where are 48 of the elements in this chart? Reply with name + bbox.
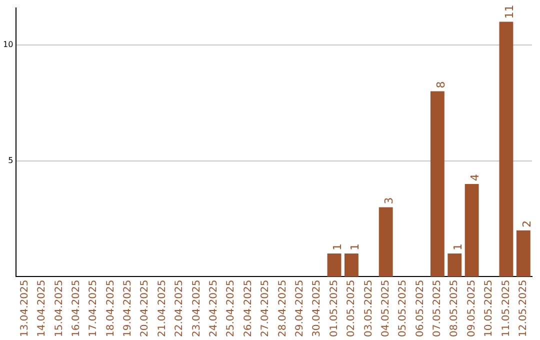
data-label: 1	[331, 244, 344, 251]
x-tick-label: 25.04.2025	[226, 280, 237, 338]
x-tick-label: 10.05.2025	[484, 280, 495, 338]
y-tick-label: 10	[2, 40, 14, 49]
bar	[344, 254, 358, 277]
x-tick-label: 28.04.2025	[277, 280, 288, 338]
x-tick-label: 18.04.2025	[105, 280, 116, 338]
x-tick-label: 01.05.2025	[328, 280, 340, 338]
x-tick-label: 07.05.2025	[432, 280, 444, 338]
x-tick-label: 20.04.2025	[140, 280, 151, 338]
x-tick-label: 21.04.2025	[156, 280, 168, 338]
data-label: 3	[382, 197, 396, 204]
x-tick-label: 05.05.2025	[398, 280, 409, 338]
x-tick-label: 26.04.2025	[242, 280, 254, 338]
x-tick-label: 22.04.2025	[174, 280, 186, 338]
y-tick-label: 5	[8, 156, 14, 165]
data-label: 8	[434, 81, 448, 88]
x-tick-label: 04.05.2025	[380, 280, 392, 338]
x-tick-label: 02.05.2025	[346, 280, 358, 338]
bar	[464, 184, 479, 277]
data-label: 2	[520, 220, 534, 228]
data-label: 1	[451, 244, 464, 251]
x-tick-label: 30.04.2025	[312, 280, 323, 338]
data-label: 11	[503, 4, 516, 19]
x-tick-label: 17.04.2025	[88, 280, 100, 338]
x-tick-label: 08.05.2025	[449, 280, 460, 338]
bar	[327, 254, 342, 277]
x-tick-label: 11.05.2025	[500, 280, 512, 338]
x-tick-label: 09.05.2025	[466, 280, 478, 338]
data-label: 1	[348, 244, 362, 251]
x-tick-label: 15.04.2025	[54, 280, 65, 338]
data-label: 4	[468, 174, 482, 182]
x-tick-label: 29.04.2025	[294, 280, 306, 338]
x-tick-label: 16.04.2025	[70, 280, 82, 338]
x-tick-label: 19.04.2025	[122, 280, 134, 338]
x-tick-label: 06.05.2025	[414, 280, 426, 338]
x-tick-label: 13.04.2025	[19, 280, 30, 338]
x-tick-label: 14.04.2025	[36, 280, 48, 338]
bar	[516, 230, 530, 277]
x-tick-label: 24.04.2025	[208, 280, 220, 338]
x-tick-label: 03.05.2025	[363, 280, 374, 338]
x-tick-label: 23.04.2025	[191, 280, 202, 338]
bar	[430, 91, 444, 277]
x-tick-label: 12.05.2025	[518, 280, 529, 338]
x-tick-label: 27.04.2025	[260, 280, 272, 338]
bar	[378, 207, 393, 277]
bar	[499, 22, 514, 277]
bar	[448, 254, 462, 277]
